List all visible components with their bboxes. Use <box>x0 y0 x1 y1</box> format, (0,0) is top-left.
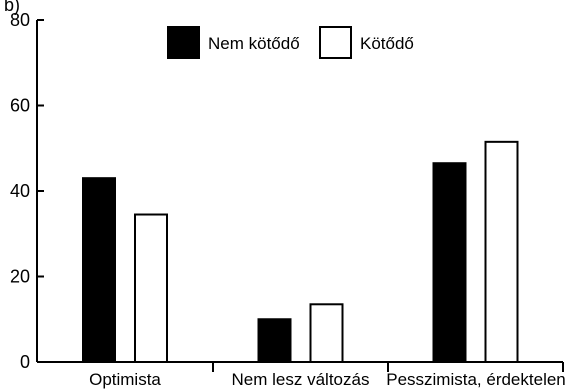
chart-corner-label: b) <box>4 0 20 15</box>
x-labels: Optimista Nem lesz változás Pesszimista, é… <box>89 370 566 389</box>
y-tick-label: 0 <box>20 352 30 372</box>
x-category-label: Pesszimista, érdektelen <box>386 370 566 389</box>
x-ticks <box>212 362 564 372</box>
legend-label: Nem kötődő <box>208 34 300 53</box>
legend-swatch <box>167 26 200 59</box>
bar-kotodo <box>309 303 344 364</box>
y-tick-label: 80 <box>10 10 30 30</box>
bar-nem-kotodo <box>432 162 467 363</box>
y-tick-label: 20 <box>10 267 30 287</box>
bar-kotodo <box>134 213 168 363</box>
bars <box>82 140 519 364</box>
bar-kotodo <box>484 140 519 363</box>
y-ticks: 0 20 40 60 80 <box>10 10 44 372</box>
x-category-label: Optimista <box>89 370 161 389</box>
x-category-label: Nem lesz változás <box>232 370 370 389</box>
y-tick-label: 40 <box>10 181 30 201</box>
bar-nem-kotodo <box>82 177 116 363</box>
y-tick-label: 60 <box>10 96 30 116</box>
legend: Nem kötődő Kötődő <box>167 26 414 59</box>
legend-label: Kötődő <box>360 34 414 53</box>
bar-nem-kotodo <box>257 318 292 363</box>
legend-swatch <box>319 26 352 59</box>
